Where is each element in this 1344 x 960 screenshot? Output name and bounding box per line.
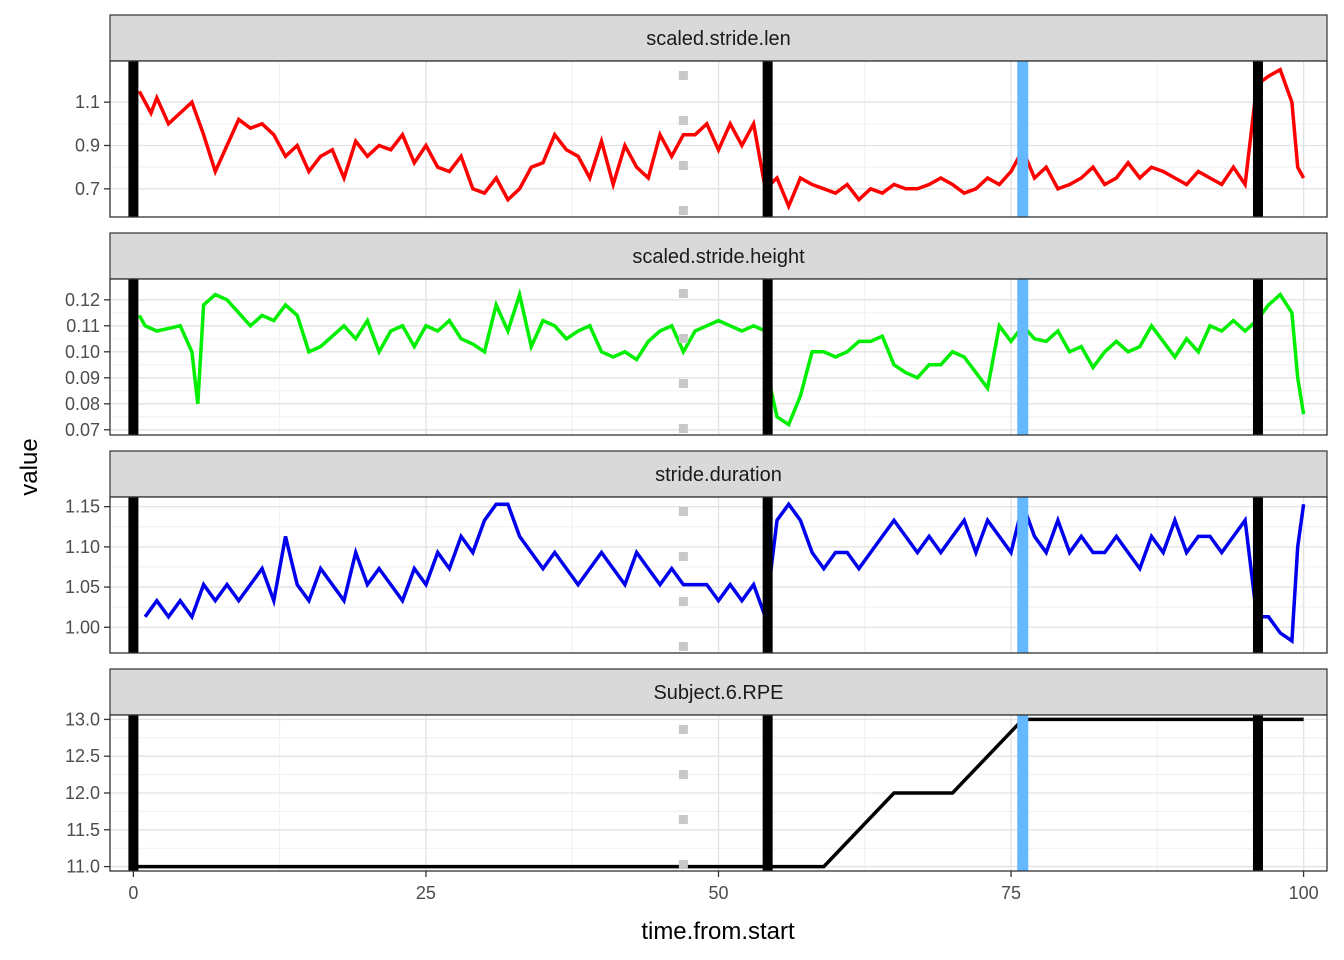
y-tick-label: 1.10 [65,537,100,557]
y-tick-label: 0.9 [75,136,100,156]
panel-border [109,496,1328,654]
y-tick-label: 12.0 [65,783,100,803]
y-tick-label: 1.15 [65,497,100,517]
y-tick-label: 0.12 [65,290,100,310]
x-tick-label: 100 [1289,883,1319,903]
panels-layer: scaled.stride.len0.70.91.1scaled.stride.… [65,14,1328,877]
facet-strip-label: scaled.stride.height [632,246,805,268]
y-tick-label: 11.0 [66,857,100,877]
facet-panel: scaled.stride.len 0.7 0.9 1.1 [75,14,1328,218]
y-tick-label: 0.7 [75,179,100,199]
facet-panel: Subject.6.RPE 11.0 11.5 12.0 12.5 13.0 [65,668,1328,877]
series-line [143,498,1306,645]
x-tick-label: 75 [1001,883,1021,903]
facet-panel: scaled.stride.height 0.07 0.08 0.09 0.10 0.11… [65,232,1328,440]
series-line [137,67,1306,211]
plot-area [128,715,1304,871]
y-tick-label: 11.5 [66,820,100,840]
x-tick-label: 25 [416,883,436,903]
facet-strip-label: scaled.stride.len [646,28,791,50]
facet-strip [109,668,1328,716]
y-tick-label: 0.11 [66,316,100,336]
x-axis-title: time.from.start [641,918,795,945]
x-axis: 0 25 50 75 100 [128,871,1319,903]
series-line [133,717,1304,869]
y-tick-label: 1.1 [75,92,100,112]
facet-strip-label: stride.duration [655,464,782,486]
panel-border [109,60,1328,218]
y-tick-label: 0.10 [65,342,100,362]
plot-area [128,61,1306,217]
facet-strip [109,232,1328,280]
y-tick-label: 1.05 [65,577,100,597]
y-tick-label: 0.08 [65,394,100,414]
y-tick-label: 13.0 [65,709,100,729]
y-tick-label: 1.00 [65,617,100,637]
facet-strip-label: Subject.6.RPE [653,682,783,704]
series-line [137,287,1306,428]
x-tick-label: 50 [708,883,728,903]
y-axis-title: value [16,438,43,495]
plot-area [128,497,1306,653]
facet-panel: stride.duration 1.00 1.05 1.10 1.15 [65,450,1328,654]
plot-area [128,279,1306,435]
panel-border [109,278,1328,436]
y-tick-label: 0.09 [65,368,100,388]
y-tick-label: 0.07 [65,420,100,440]
facet-strip [109,14,1328,62]
x-tick-label: 0 [128,883,138,903]
y-tick-label: 12.5 [65,746,100,766]
